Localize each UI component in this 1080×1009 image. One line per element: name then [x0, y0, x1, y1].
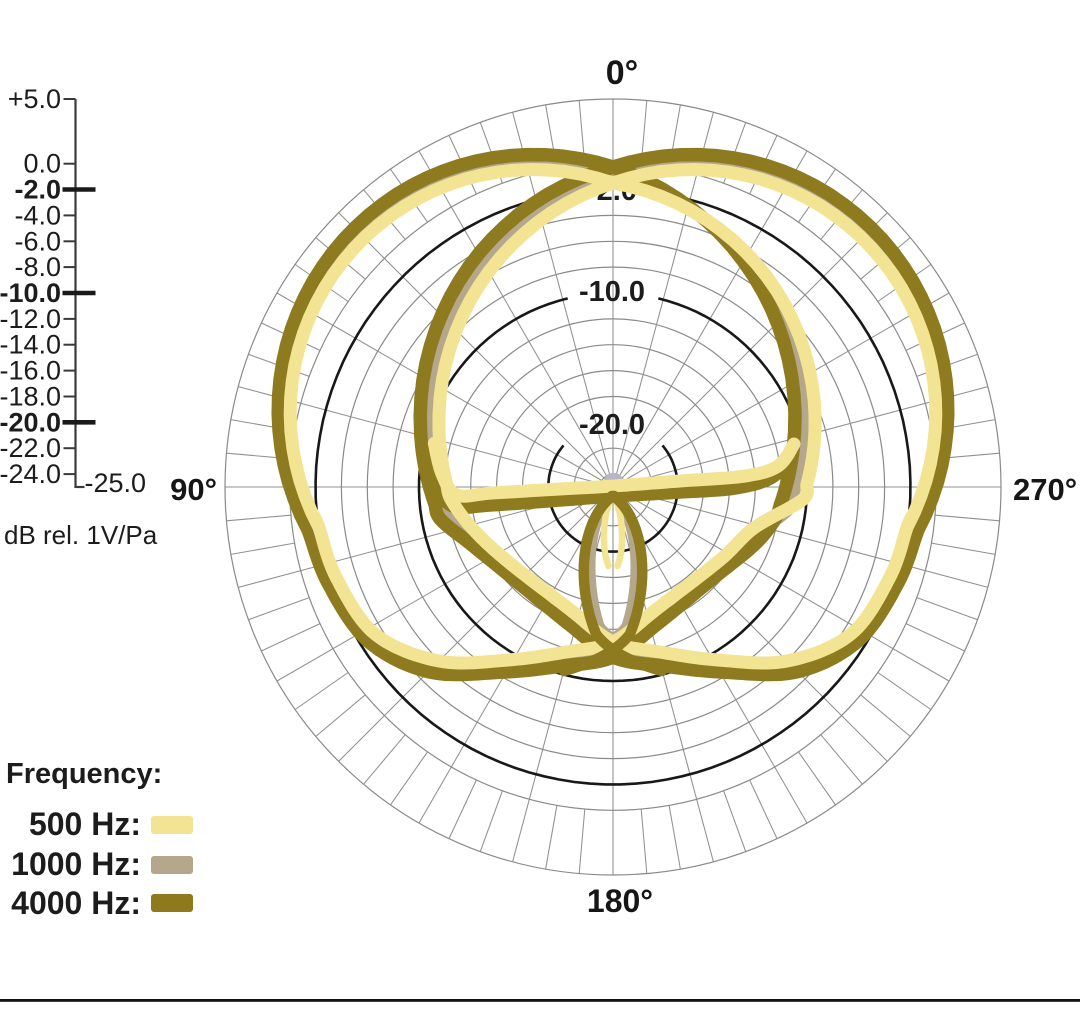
svg-text:-22.0: -22.0: [0, 433, 61, 463]
svg-text:-16.0: -16.0: [0, 356, 61, 386]
svg-text:90°: 90°: [170, 472, 217, 507]
svg-text:-18.0: -18.0: [0, 382, 61, 412]
svg-text:0°: 0°: [606, 54, 639, 92]
svg-text:-6.0: -6.0: [14, 226, 61, 256]
svg-text:-12.0: -12.0: [0, 304, 61, 334]
svg-text:-20.0: -20.0: [0, 407, 61, 437]
svg-text:-4.0: -4.0: [14, 200, 61, 230]
svg-text:-2.0: -2.0: [14, 175, 61, 205]
svg-text:+5.0: +5.0: [8, 84, 61, 114]
svg-text:Frequency:: Frequency:: [6, 758, 162, 790]
svg-text:-20.0: -20.0: [579, 409, 645, 441]
svg-text:180°: 180°: [587, 883, 653, 919]
svg-text:270°: 270°: [1013, 472, 1077, 507]
svg-text:-14.0: -14.0: [0, 330, 61, 360]
svg-text:4000 Hz:: 4000 Hz:: [11, 885, 141, 921]
svg-text:-10.0: -10.0: [0, 278, 61, 308]
svg-text:0.0: 0.0: [23, 149, 61, 179]
svg-text:-10.0: -10.0: [579, 276, 645, 308]
svg-text:-24.0: -24.0: [0, 459, 61, 489]
svg-text:-8.0: -8.0: [14, 252, 61, 282]
svg-text:dB rel. 1V/Pa: dB rel. 1V/Pa: [4, 520, 158, 550]
svg-text:1000 Hz:: 1000 Hz:: [11, 846, 141, 882]
svg-text:-25.0: -25.0: [84, 468, 146, 498]
svg-text:500 Hz:: 500 Hz:: [29, 806, 141, 842]
